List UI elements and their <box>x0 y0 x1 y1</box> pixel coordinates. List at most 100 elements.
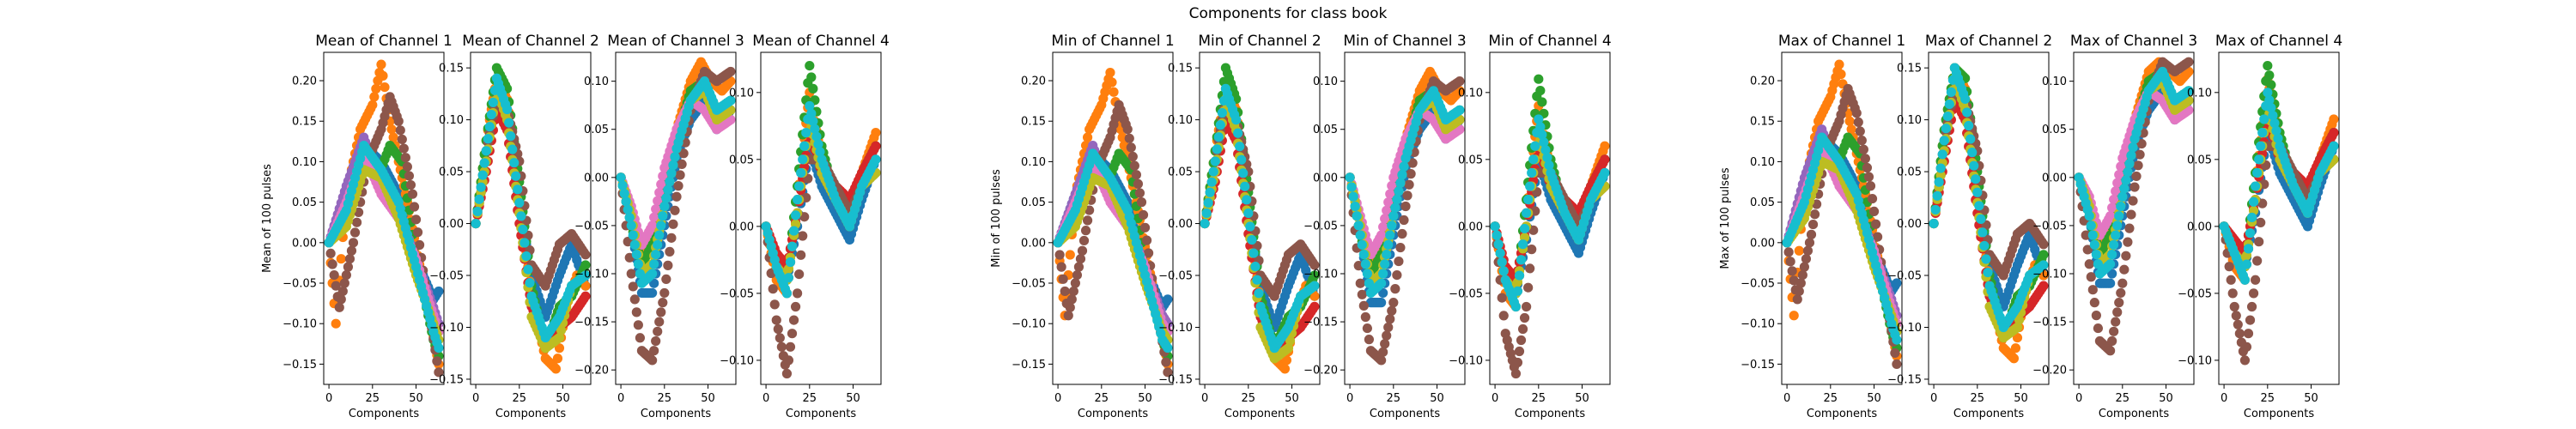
series-7 <box>471 73 591 343</box>
y-tick-label: −0.15 <box>283 359 317 372</box>
data-point <box>1867 193 1878 204</box>
data-point <box>580 270 591 281</box>
data-point <box>1528 154 1539 165</box>
y-tick-label: −0.15 <box>574 317 609 329</box>
data-point <box>1492 230 1502 240</box>
data-point <box>484 122 495 132</box>
y-tick-label: −0.10 <box>429 322 464 335</box>
data-point <box>1804 238 1815 248</box>
x-tick-label: 25 <box>658 392 672 405</box>
y-tick-label: −0.05 <box>1449 287 1483 300</box>
data-point <box>1355 230 1365 240</box>
data-point <box>1078 235 1090 246</box>
data-point <box>796 167 806 178</box>
data-point <box>776 341 787 352</box>
y-tick-label: −0.15 <box>1303 317 1338 329</box>
data-point <box>1358 300 1369 311</box>
data-point <box>1862 162 1873 173</box>
data-point <box>1872 232 1883 242</box>
subplot-2: 0 25 50−0.15−0.10−0.050.000.050.100.15Mean… <box>429 33 599 420</box>
data-point <box>434 286 444 297</box>
x-tick-label: 0 <box>1783 392 1790 405</box>
data-point <box>1383 322 1394 333</box>
x-tick-label: 0 <box>325 392 332 405</box>
data-point <box>661 274 671 285</box>
data-point <box>649 278 659 288</box>
data-point <box>1834 59 1844 69</box>
data-point <box>376 59 386 69</box>
data-point <box>1534 74 1544 84</box>
x-axis-label: Components <box>1078 408 1148 420</box>
data-point <box>677 159 687 169</box>
data-point <box>805 61 815 71</box>
y-tick-label: 0.05 <box>1458 154 1483 166</box>
data-point <box>1540 145 1551 155</box>
data-point <box>1794 286 1804 297</box>
data-points <box>1345 66 1465 366</box>
data-point <box>647 269 658 279</box>
data-point <box>1600 167 1610 178</box>
subplot-grid: 0 25 50−0.15−0.10−0.050.000.050.100.150.20… <box>261 33 2342 420</box>
data-point <box>1376 230 1387 240</box>
data-point <box>647 355 658 366</box>
data-point <box>626 269 636 279</box>
data-point <box>402 161 412 172</box>
data-point <box>653 196 663 206</box>
series-7 <box>1929 63 2049 333</box>
data-point <box>666 168 677 178</box>
data-point <box>629 294 640 305</box>
data-point <box>1510 368 1522 379</box>
data-point <box>1143 248 1154 258</box>
y-axis-label: Max of 100 pulses <box>1719 167 1732 269</box>
data-point <box>1358 249 1369 260</box>
data-point <box>621 196 631 207</box>
data-point <box>1404 179 1414 190</box>
x-tick-label: 50 <box>556 392 570 405</box>
data-point <box>1203 197 1213 208</box>
data-point <box>477 170 488 180</box>
data-point <box>1210 156 1220 166</box>
y-tick-label: 0.00 <box>729 221 754 233</box>
data-point <box>1245 221 1255 232</box>
data-point <box>654 187 665 198</box>
data-point <box>798 231 808 241</box>
data-point <box>649 346 659 356</box>
data-point <box>787 241 798 251</box>
data-point <box>1357 289 1367 299</box>
data-point <box>796 250 806 260</box>
y-tick-label: −0.10 <box>1012 318 1046 331</box>
data-point <box>1250 262 1261 272</box>
data-point <box>434 342 444 353</box>
data-points <box>1782 59 1902 369</box>
data-point <box>1522 208 1532 218</box>
data-point <box>769 299 780 310</box>
data-points <box>1929 63 2049 364</box>
data-point <box>1387 221 1397 231</box>
data-point <box>502 104 513 115</box>
data-point <box>1252 275 1262 285</box>
data-point <box>511 171 521 181</box>
x-tick-label: 50 <box>1867 392 1881 405</box>
data-point <box>1527 167 1537 178</box>
y-tick-label: −0.10 <box>1158 322 1193 335</box>
data-point <box>1392 270 1402 281</box>
data-point <box>472 206 483 217</box>
subplot-3: 0 25 50−0.20−0.15−0.10−0.050.000.050.10Mea… <box>574 33 744 420</box>
data-point <box>412 227 423 238</box>
data-point <box>871 141 881 151</box>
data-point <box>369 92 380 102</box>
data-points <box>616 57 736 366</box>
data-point <box>653 326 663 336</box>
x-tick-label: 25 <box>1242 392 1256 405</box>
data-point <box>1390 284 1400 294</box>
data-point <box>1309 270 1320 281</box>
y-tick-label: 0.15 <box>1021 116 1046 129</box>
data-point <box>1231 115 1242 125</box>
data-point <box>617 180 628 190</box>
data-point <box>666 233 677 243</box>
data-point <box>1072 269 1083 281</box>
data-point <box>514 197 525 208</box>
data-point <box>1967 148 1978 158</box>
data-point <box>346 245 357 256</box>
data-point <box>768 284 778 294</box>
